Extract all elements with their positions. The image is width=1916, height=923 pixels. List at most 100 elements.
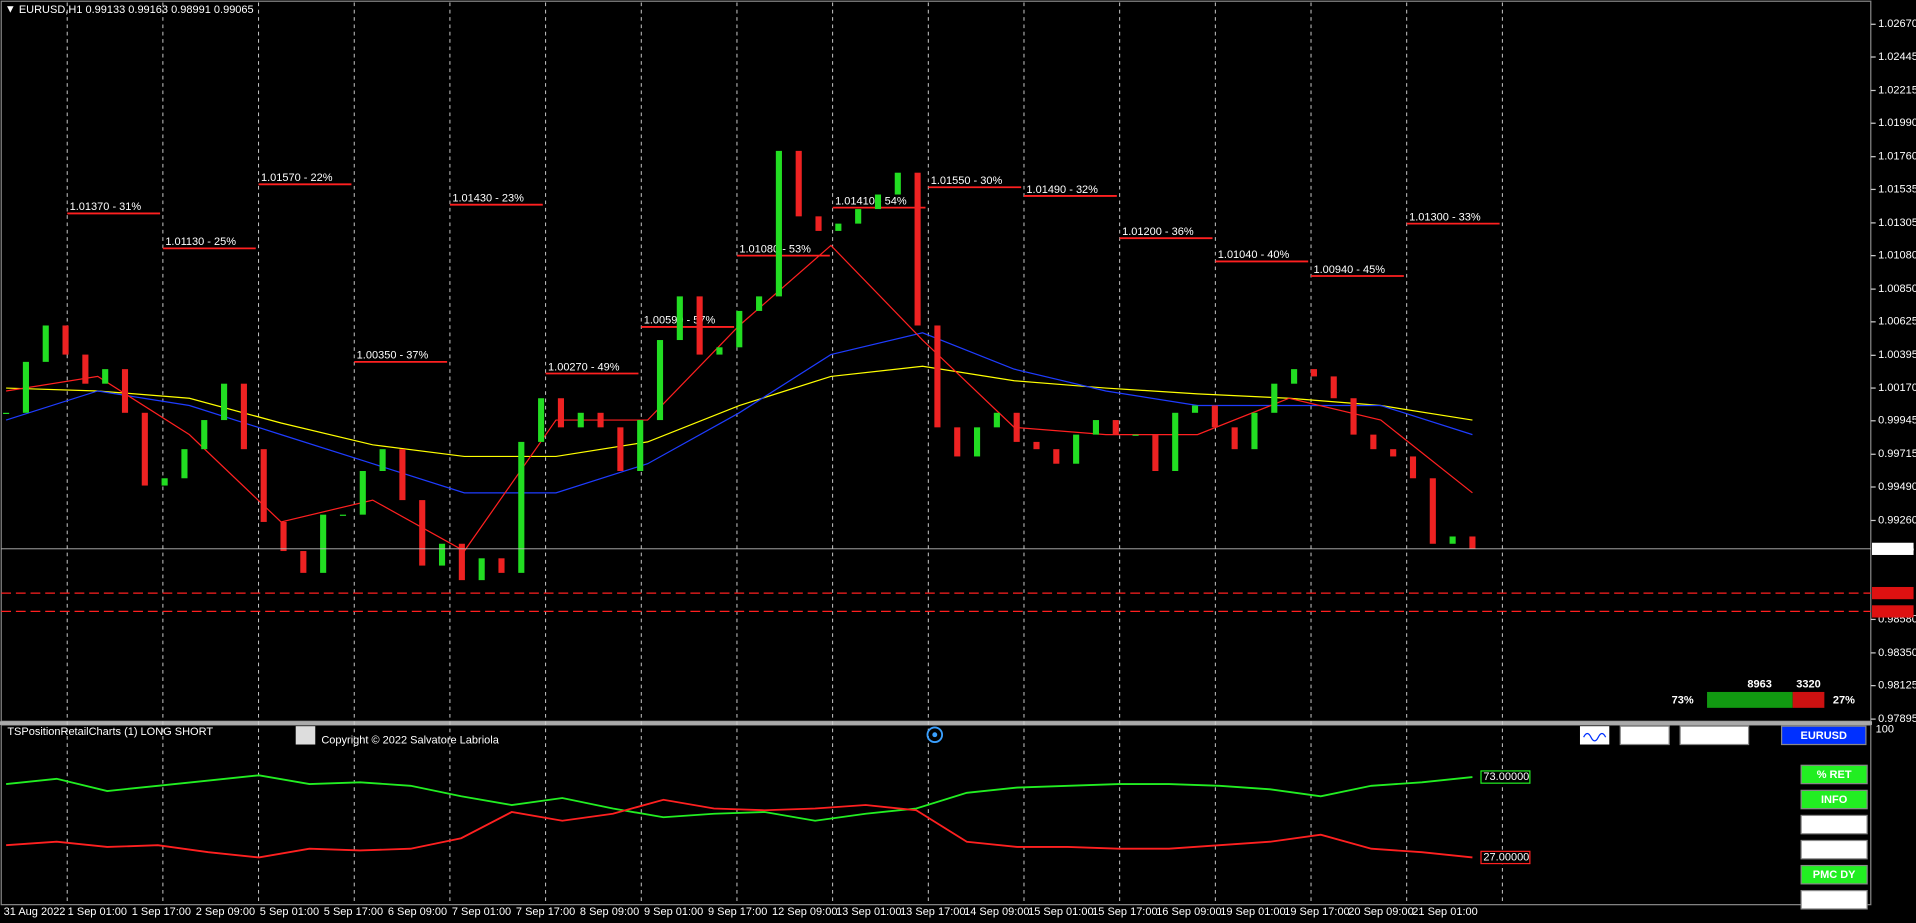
candle bbox=[240, 383, 247, 450]
candle bbox=[1449, 536, 1456, 544]
time-label: 14 Sep 09:00 bbox=[964, 906, 1029, 918]
short-line bbox=[6, 798, 1473, 859]
candle bbox=[518, 441, 525, 573]
time-label: 9 Sep 17:00 bbox=[708, 906, 767, 918]
candle bbox=[914, 172, 921, 326]
candle bbox=[756, 296, 763, 311]
level-label: 1.01080 - 53% bbox=[739, 243, 811, 255]
price-tick-label: 0.99945 bbox=[1878, 415, 1916, 427]
time-label: 21 Sep 01:00 bbox=[1412, 906, 1477, 918]
candle bbox=[894, 172, 901, 195]
short-count: 3320 bbox=[1796, 679, 1820, 691]
price-tick-label: 1.02215 bbox=[1878, 84, 1916, 96]
candle bbox=[855, 209, 862, 224]
price-tick-label: 1.00850 bbox=[1878, 283, 1916, 295]
candle bbox=[637, 420, 644, 472]
indicator-title: TSPositionRetailCharts (1) LONG SHORT bbox=[7, 726, 213, 738]
long-value-box bbox=[1480, 770, 1531, 784]
top-button[interactable] bbox=[1780, 725, 1867, 746]
candle bbox=[458, 543, 465, 581]
time-label: 19 Sep 17:00 bbox=[1284, 906, 1349, 918]
price-tick-label: 0.97895 bbox=[1878, 713, 1916, 725]
side-button-label: PMC INT bbox=[1812, 894, 1857, 906]
side-button-label: % RET bbox=[1817, 769, 1852, 781]
time-label: 13 Sep 01:00 bbox=[836, 906, 901, 918]
side-button[interactable] bbox=[1800, 839, 1868, 860]
price-tick-label: 1.01990 bbox=[1878, 117, 1916, 129]
candle bbox=[1350, 398, 1357, 435]
candle bbox=[1291, 369, 1298, 384]
price-tick-label: 1.01535 bbox=[1878, 183, 1916, 195]
candle bbox=[1310, 369, 1317, 377]
symbol: EURUSD,H1 bbox=[19, 4, 83, 16]
candle bbox=[419, 500, 426, 566]
short-bar bbox=[1792, 691, 1825, 708]
side-button-label: GRID bbox=[1820, 844, 1848, 856]
candle bbox=[82, 354, 89, 384]
time-label: 7 Sep 17:00 bbox=[516, 906, 575, 918]
candle bbox=[1053, 449, 1060, 464]
candle bbox=[775, 150, 782, 297]
price-tick-label: 1.02445 bbox=[1878, 51, 1916, 63]
candle bbox=[1112, 420, 1119, 435]
level-label: 1.00940 - 45% bbox=[1313, 264, 1385, 276]
candle bbox=[1172, 412, 1179, 472]
wave-button[interactable] bbox=[1579, 726, 1610, 745]
candle bbox=[42, 325, 49, 362]
close: 0.99065 bbox=[214, 4, 254, 16]
candle bbox=[3, 412, 10, 415]
candle bbox=[1390, 449, 1397, 457]
candle bbox=[696, 296, 703, 355]
price-tick-label: 1.01760 bbox=[1878, 151, 1916, 163]
top-button[interactable] bbox=[1679, 725, 1750, 746]
price-tick-label: 0.99490 bbox=[1878, 481, 1916, 493]
candle bbox=[141, 412, 148, 486]
candle bbox=[161, 478, 168, 486]
long-bar bbox=[1707, 691, 1793, 708]
time-label: 13 Sep 17:00 bbox=[900, 906, 965, 918]
candle bbox=[617, 427, 624, 472]
candle bbox=[221, 383, 228, 421]
target-icon[interactable] bbox=[926, 726, 944, 743]
candle bbox=[736, 310, 743, 348]
candle bbox=[300, 551, 307, 573]
side-button[interactable] bbox=[1800, 864, 1868, 885]
candle bbox=[557, 398, 564, 428]
side-button-label: INFO bbox=[1821, 794, 1848, 806]
copyright: Copyright © 2022 Salvatore Labriola bbox=[321, 735, 499, 747]
side-button[interactable] bbox=[1800, 789, 1868, 810]
level-label: 1.01370 - 31% bbox=[70, 201, 142, 213]
time-label: 6 Sep 09:00 bbox=[388, 906, 447, 918]
candle bbox=[1251, 412, 1258, 450]
candle bbox=[1370, 434, 1377, 450]
side-button[interactable] bbox=[1800, 764, 1868, 785]
level-label: 1.01490 - 32% bbox=[1026, 184, 1098, 196]
price-tick-label: 1.00395 bbox=[1878, 349, 1916, 361]
stop-line-box bbox=[1872, 605, 1914, 618]
candle bbox=[1469, 536, 1476, 549]
side-button[interactable] bbox=[1800, 814, 1868, 835]
level-label: 1.01300 - 33% bbox=[1409, 211, 1481, 223]
time-label: 9 Sep 01:00 bbox=[644, 906, 703, 918]
side-button-label: MODE bbox=[1818, 819, 1851, 831]
time-label: 8 Sep 09:00 bbox=[580, 906, 639, 918]
level-label: 1.01410 - 54% bbox=[835, 195, 907, 207]
level-label: 1.00270 - 49% bbox=[548, 361, 620, 373]
time-label: 15 Sep 17:00 bbox=[1092, 906, 1157, 918]
side-button[interactable] bbox=[1800, 889, 1868, 910]
candle bbox=[1013, 412, 1020, 442]
candle bbox=[438, 543, 446, 566]
time-label: 1 Sep 01:00 bbox=[68, 906, 127, 918]
candle bbox=[181, 449, 188, 479]
candle bbox=[1271, 383, 1278, 413]
price-tick-label: 1.00170 bbox=[1878, 382, 1916, 394]
candle bbox=[320, 514, 327, 573]
long-value-label: 73.00000 bbox=[1483, 771, 1529, 783]
time-label: 31 Aug 2022 bbox=[4, 906, 66, 918]
time-label: 19 Sep 01:00 bbox=[1220, 906, 1285, 918]
top-button[interactable] bbox=[1619, 725, 1670, 746]
panel-separator bbox=[0, 721, 1873, 725]
high: 0.99163 bbox=[128, 4, 168, 16]
candle bbox=[795, 150, 802, 217]
